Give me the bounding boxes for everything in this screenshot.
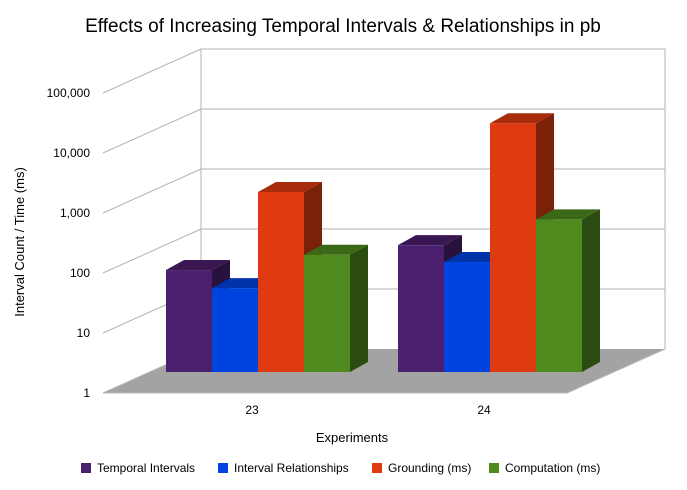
bar-top bbox=[398, 235, 462, 246]
legend-swatch bbox=[372, 463, 382, 473]
bar-top bbox=[166, 260, 230, 271]
bar-top bbox=[536, 209, 600, 220]
x-tick-label: 23 bbox=[245, 403, 259, 417]
y-axis-label: Interval Count / Time (ms) bbox=[12, 167, 27, 317]
legend-label: Grounding (ms) bbox=[388, 461, 471, 475]
chart-title: Effects of Increasing Temporal Intervals… bbox=[85, 16, 601, 37]
legend-item: Grounding (ms) bbox=[372, 461, 471, 475]
y-tick-label: 1,000 bbox=[60, 206, 90, 220]
gridline bbox=[102, 168, 202, 214]
floor-edge bbox=[566, 348, 666, 394]
legend-item: Temporal Intervals bbox=[81, 461, 195, 475]
bar-front bbox=[490, 123, 536, 372]
x-axis-label: Experiments bbox=[316, 430, 389, 445]
legend-swatch bbox=[489, 463, 499, 473]
legend: Temporal Intervals Interval Relationships… bbox=[81, 461, 600, 475]
x-tick-labels: 23 24 bbox=[245, 403, 491, 417]
y-tick-label: 100 bbox=[70, 266, 90, 280]
y-tick-label: 100,000 bbox=[47, 86, 91, 100]
legend-label: Interval Relationships bbox=[234, 461, 349, 475]
legend-label: Computation (ms) bbox=[505, 461, 600, 475]
legend-swatch bbox=[218, 463, 228, 473]
y-tick-label: 10,000 bbox=[53, 146, 90, 160]
bar-top bbox=[490, 113, 554, 124]
bar-front bbox=[444, 262, 490, 372]
bar-front bbox=[212, 288, 258, 372]
y-tick-labels: 1 10 100 1,000 10,000 100,000 bbox=[47, 86, 91, 400]
bar-front bbox=[536, 219, 582, 372]
y-tick-label: 1 bbox=[83, 386, 90, 400]
legend-item: Computation (ms) bbox=[489, 461, 600, 475]
bar-top bbox=[304, 244, 368, 255]
bar bbox=[536, 209, 600, 372]
bar-top bbox=[258, 182, 322, 192]
bar bbox=[304, 244, 368, 372]
bar-side bbox=[350, 244, 368, 372]
bar-front bbox=[304, 254, 350, 372]
legend-item: Interval Relationships bbox=[218, 461, 349, 475]
x-tick-label: 24 bbox=[477, 403, 491, 417]
bar-front bbox=[166, 270, 212, 372]
bars bbox=[166, 113, 600, 373]
legend-label: Temporal Intervals bbox=[97, 461, 195, 475]
gridline bbox=[102, 108, 202, 154]
gridline bbox=[102, 228, 202, 274]
legend-swatch bbox=[81, 463, 91, 473]
gridline bbox=[102, 48, 202, 94]
y-tick-label: 10 bbox=[77, 326, 91, 340]
bar-front bbox=[258, 192, 304, 372]
bar-front bbox=[398, 245, 444, 372]
bar-side bbox=[582, 209, 600, 372]
